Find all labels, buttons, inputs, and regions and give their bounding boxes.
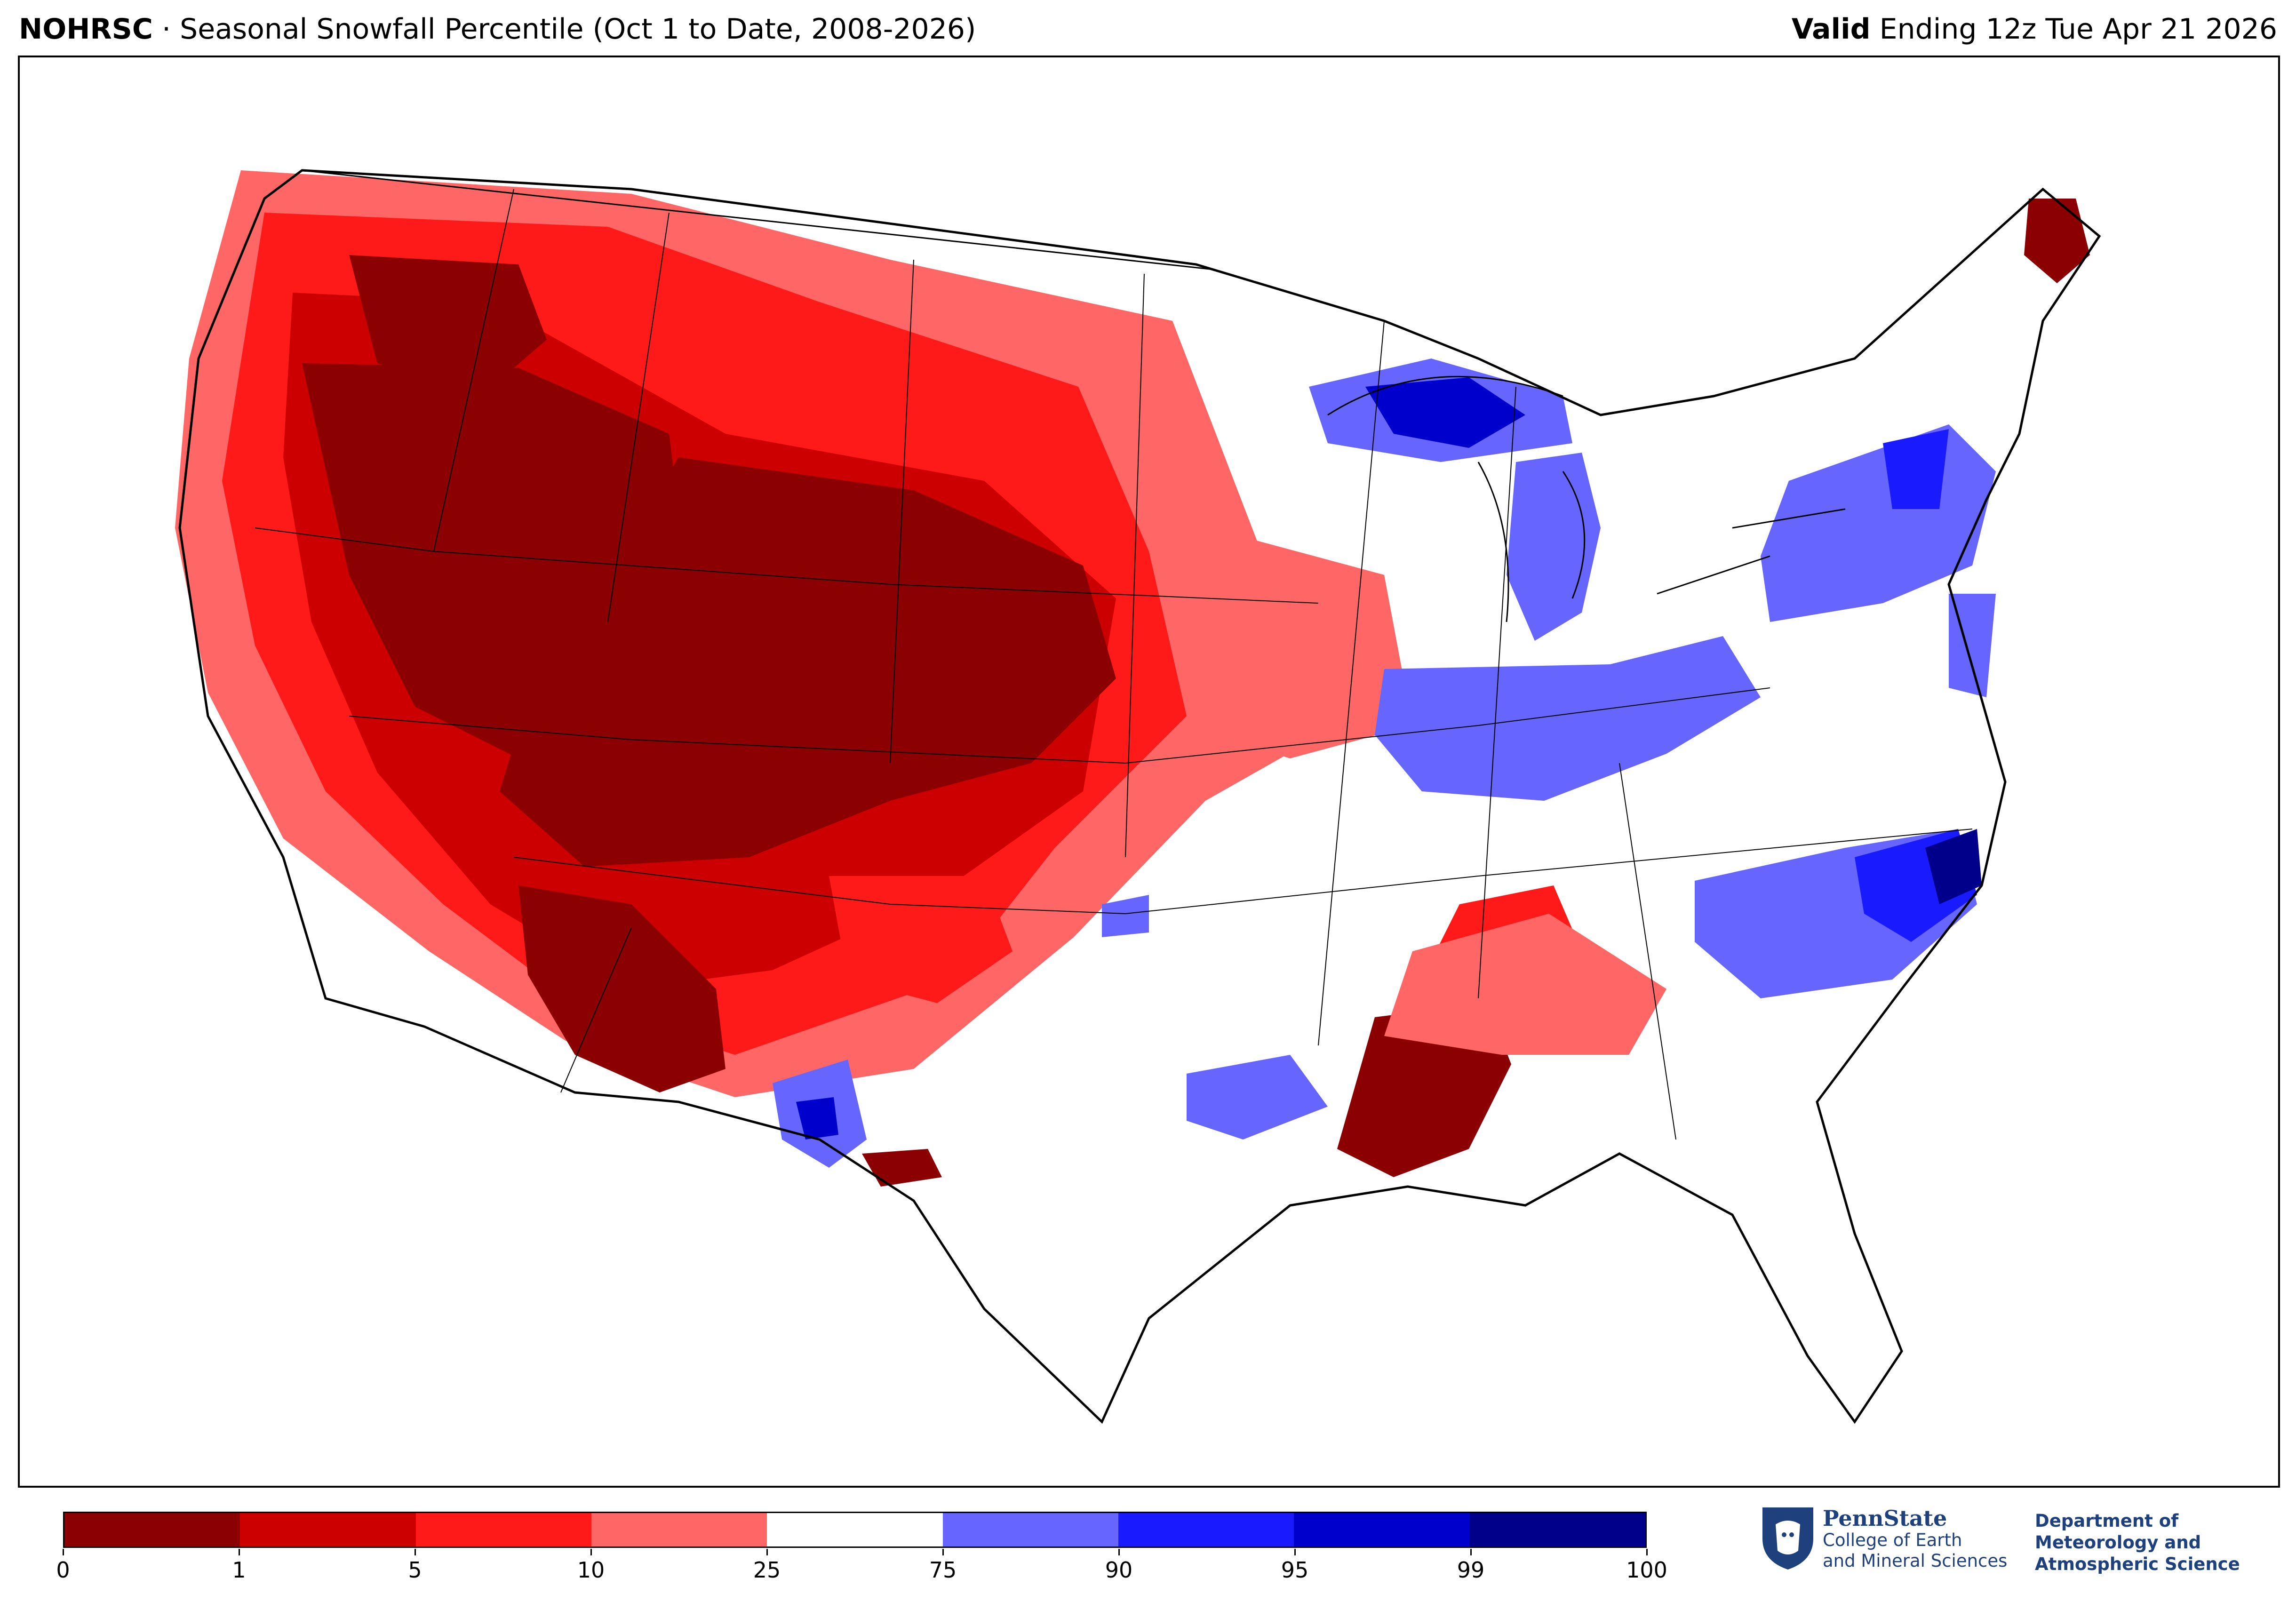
shade-99-100-nc-coast bbox=[1925, 829, 1982, 904]
colorbar-tick-label: 25 bbox=[753, 1557, 781, 1583]
psu-name: PennState bbox=[1823, 1506, 1947, 1531]
shade-75-90-ohio-valley bbox=[1375, 636, 1761, 801]
colorbar-segment-90-95 bbox=[1118, 1513, 1294, 1546]
shade-75-90-arkansas bbox=[1187, 1055, 1328, 1140]
state-lines bbox=[255, 189, 1973, 1140]
shade-90-95-new-york bbox=[1883, 429, 1949, 509]
title-separator: · bbox=[152, 13, 180, 46]
colorbar-segment-5-10 bbox=[415, 1513, 591, 1546]
valid-date: Ending 12z Tue Apr 21 2026 bbox=[1870, 13, 2277, 46]
colorbar-tick bbox=[1294, 1549, 1296, 1555]
colorbar-tick-label: 75 bbox=[929, 1557, 957, 1583]
colorbar-tick-label: 99 bbox=[1457, 1557, 1485, 1583]
shade-75-90-lower-michigan bbox=[1507, 453, 1601, 641]
above-normal-shading bbox=[773, 359, 1996, 1168]
department-name: Department of Meteorology and Atmospheri… bbox=[2035, 1510, 2240, 1575]
shade-10-25-plains bbox=[1140, 509, 1412, 758]
shade-0-1-maine bbox=[2024, 199, 2090, 283]
colorbar-tick-label: 90 bbox=[1105, 1557, 1133, 1583]
colorbar-tick bbox=[766, 1549, 768, 1555]
shade-0-1-wyoming-colorado bbox=[500, 457, 1116, 867]
source-label: NOHRSC bbox=[19, 13, 153, 46]
great-lakes bbox=[1327, 375, 1846, 622]
colorbar-tick bbox=[1470, 1549, 1472, 1555]
valid-label: Valid bbox=[1791, 13, 1871, 46]
shade-75-90-mid-atlantic bbox=[1949, 594, 1996, 697]
colorbar-tick bbox=[63, 1549, 64, 1555]
shade-0-1-montana bbox=[349, 255, 547, 396]
colorbar-tick bbox=[1118, 1549, 1120, 1555]
dept-line-1: Department of bbox=[2035, 1511, 2179, 1531]
dept-line-2: Meteorology and bbox=[2035, 1532, 2201, 1553]
colorbar-segment-0-1 bbox=[64, 1513, 240, 1546]
colorbar-tick-label: 100 bbox=[1626, 1557, 1667, 1583]
below-normal-shading bbox=[175, 170, 2090, 1187]
canada-border bbox=[302, 169, 1479, 359]
product-title: Seasonal Snowfall Percentile (Oct 1 to D… bbox=[180, 13, 976, 46]
map-canvas bbox=[175, 169, 2101, 1424]
colorbar-tick bbox=[942, 1549, 944, 1555]
colorbar-segment-75-90 bbox=[942, 1513, 1118, 1546]
colorbar-tick-label: 10 bbox=[577, 1557, 605, 1583]
colorbar-tick-label: 95 bbox=[1281, 1557, 1309, 1583]
colorbar-segment-25-75 bbox=[767, 1513, 943, 1546]
map-title: NOHRSC · Seasonal Snowfall Percentile (O… bbox=[19, 10, 976, 48]
colorbar-segment-10-25 bbox=[591, 1513, 767, 1546]
shade-10-25-tennessee bbox=[1384, 914, 1666, 1055]
colorbar-tick-label: 5 bbox=[408, 1557, 422, 1583]
colorbar-tick bbox=[415, 1549, 416, 1555]
psu-shield-icon bbox=[1762, 1507, 1813, 1570]
shade-95-99-west-texas bbox=[796, 1097, 838, 1140]
colorbar-tick bbox=[1646, 1549, 1648, 1555]
shade-0-1-arizona bbox=[518, 885, 725, 1092]
colorbar-segment-99-100 bbox=[1469, 1513, 1645, 1546]
shade-75-90-oklahoma bbox=[1102, 895, 1149, 937]
psu-logo: PennState College of Earth and Mineral S… bbox=[1760, 1506, 2287, 1586]
shade-0-1-texas bbox=[862, 1149, 942, 1187]
snowfall-percentile-map bbox=[18, 56, 2280, 1488]
college-name: College of Earth and Mineral Sciences bbox=[1823, 1530, 2007, 1571]
college-line-2: and Mineral Sciences bbox=[1823, 1551, 2008, 1571]
colorbar bbox=[63, 1512, 1647, 1548]
valid-time: Valid Ending 12z Tue Apr 21 2026 bbox=[1792, 10, 2277, 48]
colorbar-ticks: 0 1 5 10 25 75 90 95 99 100 bbox=[56, 1549, 1667, 1586]
boundaries bbox=[178, 169, 2101, 1424]
colorbar-segment-95-99 bbox=[1294, 1513, 1470, 1546]
colorbar-tick bbox=[590, 1549, 592, 1555]
mexico-border bbox=[325, 997, 914, 1202]
colorbar-segment-1-5 bbox=[240, 1513, 416, 1546]
college-line-1: College of Earth bbox=[1823, 1530, 1962, 1550]
colorbar-tick bbox=[239, 1549, 240, 1555]
shade-75-90-new-england bbox=[1761, 424, 1996, 622]
colorbar-tick-label: 0 bbox=[56, 1557, 70, 1583]
colorbar-tick-label: 1 bbox=[232, 1557, 246, 1583]
shade-95-99-upper-michigan bbox=[1365, 377, 1525, 448]
dept-line-3: Atmospheric Science bbox=[2035, 1554, 2240, 1574]
